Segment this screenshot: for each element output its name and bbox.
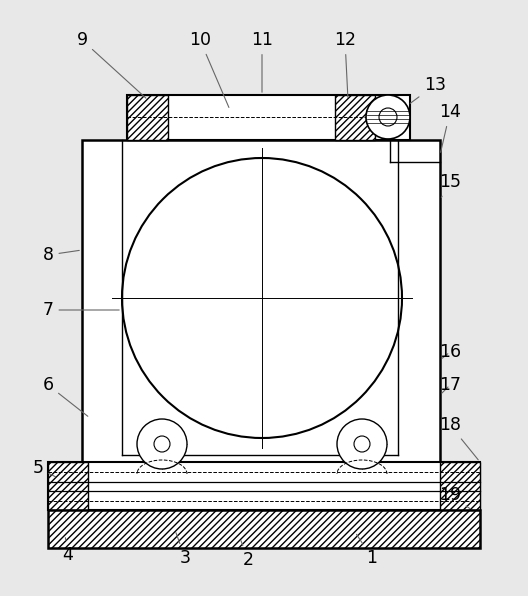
Text: 11: 11 bbox=[251, 31, 273, 92]
Polygon shape bbox=[48, 462, 480, 510]
Polygon shape bbox=[48, 510, 480, 548]
Text: 14: 14 bbox=[439, 103, 461, 153]
Polygon shape bbox=[440, 462, 480, 510]
Text: 6: 6 bbox=[42, 376, 88, 416]
Text: 3: 3 bbox=[176, 533, 191, 567]
Polygon shape bbox=[335, 95, 375, 140]
Circle shape bbox=[337, 419, 387, 469]
Text: 17: 17 bbox=[439, 376, 461, 394]
Polygon shape bbox=[48, 462, 88, 510]
Text: 16: 16 bbox=[439, 343, 461, 361]
Text: 10: 10 bbox=[189, 31, 229, 107]
Text: 5: 5 bbox=[33, 459, 55, 477]
Text: 4: 4 bbox=[62, 538, 73, 564]
Circle shape bbox=[137, 419, 187, 469]
Text: 18: 18 bbox=[439, 416, 478, 460]
Polygon shape bbox=[127, 95, 410, 140]
Polygon shape bbox=[127, 95, 168, 140]
Text: 12: 12 bbox=[334, 31, 356, 97]
Text: 13: 13 bbox=[410, 76, 446, 103]
Polygon shape bbox=[82, 140, 440, 462]
Text: 7: 7 bbox=[42, 301, 119, 319]
Text: 15: 15 bbox=[439, 173, 461, 197]
Circle shape bbox=[366, 95, 410, 139]
Text: 8: 8 bbox=[42, 246, 79, 264]
Text: 2: 2 bbox=[241, 541, 253, 569]
Text: 1: 1 bbox=[356, 535, 378, 567]
Text: 19: 19 bbox=[439, 486, 470, 508]
Text: 9: 9 bbox=[77, 31, 146, 98]
